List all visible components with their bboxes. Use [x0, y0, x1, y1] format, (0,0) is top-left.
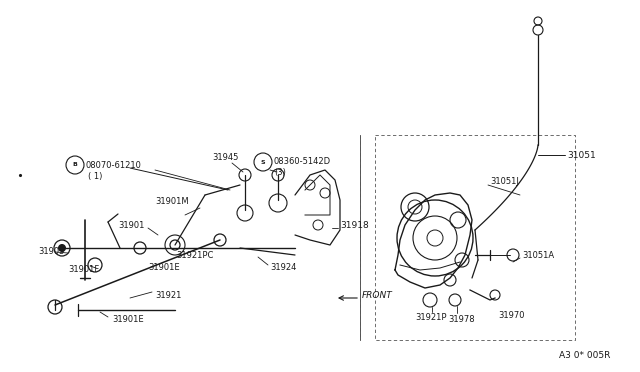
- Circle shape: [66, 156, 84, 174]
- Text: 31921P: 31921P: [415, 314, 447, 323]
- Text: 31921: 31921: [155, 291, 181, 299]
- Text: 31051: 31051: [567, 151, 596, 160]
- Text: S: S: [260, 160, 266, 164]
- Text: 08070-61210: 08070-61210: [86, 160, 142, 170]
- Text: 31901M: 31901M: [155, 198, 189, 206]
- Text: 31924: 31924: [270, 263, 296, 273]
- Text: FRONT: FRONT: [362, 291, 393, 299]
- Text: 31901F: 31901F: [68, 266, 99, 275]
- Circle shape: [254, 153, 272, 171]
- Text: 31945: 31945: [212, 154, 238, 163]
- Text: 31918: 31918: [340, 221, 369, 230]
- Text: 31051J: 31051J: [490, 177, 519, 186]
- Text: A3 0* 005R: A3 0* 005R: [559, 350, 610, 359]
- Text: ( 1): ( 1): [88, 173, 102, 182]
- Text: 31978: 31978: [448, 315, 475, 324]
- Text: 31905: 31905: [38, 247, 65, 257]
- Text: 31901E: 31901E: [148, 263, 180, 273]
- Text: 31901E: 31901E: [112, 315, 143, 324]
- Text: 31970: 31970: [498, 311, 525, 321]
- Text: B: B: [72, 163, 77, 167]
- Circle shape: [58, 244, 65, 251]
- Text: 08360-5142D: 08360-5142D: [274, 157, 331, 167]
- Text: 31921PC: 31921PC: [176, 250, 213, 260]
- Text: 31051A: 31051A: [522, 250, 554, 260]
- Text: (3): (3): [274, 169, 286, 177]
- Text: 31901: 31901: [118, 221, 145, 230]
